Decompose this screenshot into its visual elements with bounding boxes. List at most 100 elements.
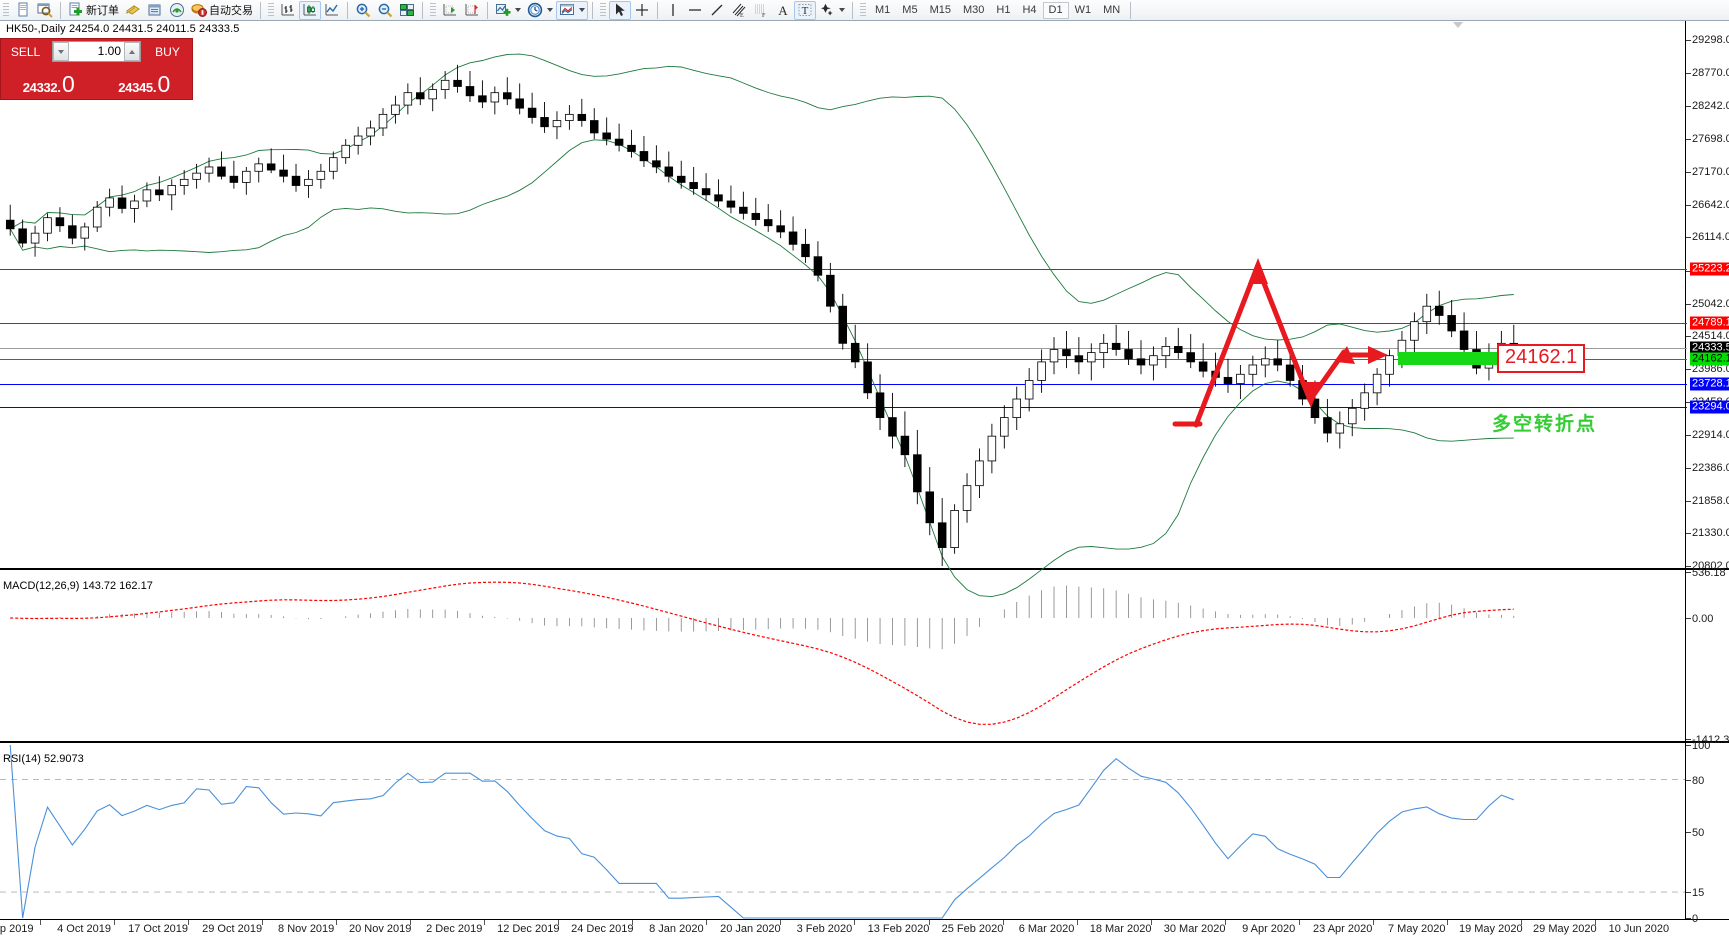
decimal-separator: . — [57, 80, 61, 95]
rsi-indicator-label: RSI(14) 52.9073 — [3, 753, 84, 765]
templates-icon[interactable] — [556, 0, 588, 20]
timeframe-m1[interactable]: M1 — [875, 4, 891, 16]
price-tick — [1686, 72, 1691, 74]
toolbar-grip[interactable] — [430, 2, 436, 18]
price-tick — [1686, 303, 1691, 305]
toolbar-divider — [347, 1, 348, 19]
toolbar-grip[interactable] — [268, 2, 274, 18]
candlestick-chart-icon[interactable] — [299, 0, 321, 20]
sell-button[interactable]: SELL — [10, 44, 41, 59]
sell-price-integer: 24332 — [22, 80, 58, 95]
timeframe-mn[interactable]: MN — [1103, 4, 1121, 16]
current-price-line[interactable] — [0, 348, 1687, 349]
auto-scroll-icon[interactable] — [439, 1, 461, 20]
price-axis-label: 28242.0 — [1692, 99, 1729, 112]
tile-windows-icon[interactable] — [396, 1, 418, 20]
support-line-2[interactable] — [0, 407, 1687, 408]
annotation-chinese-note[interactable]: 多空转折点 — [1492, 414, 1598, 435]
price-level-badge[interactable]: 25223.2 — [1690, 262, 1729, 276]
price-level-badge[interactable]: 23294.0 — [1690, 400, 1729, 414]
highlight-zone[interactable] — [1398, 352, 1501, 365]
trendline-tool-icon[interactable] — [706, 1, 728, 20]
shapes-tool-icon[interactable] — [816, 1, 848, 20]
equidistant-channel-tool-icon[interactable]: E — [728, 1, 750, 20]
autotrading-button[interactable]: 自动交易 — [188, 1, 256, 20]
timeframe-m15[interactable]: M15 — [929, 4, 951, 16]
value-tick — [1686, 572, 1691, 573]
time-axis-line — [0, 919, 1729, 920]
text-tool-icon[interactable]: A — [772, 1, 794, 20]
drawn-arrow-annotations[interactable] — [1172, 258, 1497, 428]
zoom-in-icon[interactable] — [352, 1, 374, 20]
vertical-line-tool-icon[interactable] — [662, 1, 684, 20]
chart-scroll-caret-icon[interactable] — [1453, 22, 1463, 28]
chevron-down-icon[interactable] — [839, 8, 845, 12]
crosshair-tool-icon[interactable] — [631, 1, 653, 20]
chart-shift-icon[interactable] — [461, 1, 483, 20]
price-tick — [1686, 139, 1691, 141]
price-axis-label: 26642.0 — [1692, 198, 1729, 211]
chevron-down-icon[interactable] — [515, 8, 521, 12]
timeframe-h1[interactable]: H1 — [996, 4, 1011, 16]
toolbar-divider — [1130, 1, 1132, 19]
one-click-trading-panel: SELL 1.00 BUY 24332 . 0 24345 . 0 — [0, 38, 193, 100]
chevron-down-icon[interactable] — [579, 8, 585, 12]
timeframe-h4[interactable]: H4 — [1022, 4, 1037, 16]
price-level-badge[interactable]: 24162.1 — [1690, 352, 1729, 366]
price-level-badge[interactable]: 24333.5 — [1690, 341, 1729, 355]
expert-advisors-icon[interactable] — [122, 1, 144, 20]
price-level-badge[interactable]: 23728.1 — [1690, 377, 1729, 391]
volume-input[interactable]: 1.00 — [69, 42, 124, 61]
price-axis-label: 23986.0 — [1692, 362, 1729, 375]
toolbar-grip[interactable] — [860, 2, 866, 18]
volume-increment-button[interactable] — [124, 42, 140, 61]
timeframe-d1[interactable]: D1 — [1042, 1, 1069, 19]
period-icon[interactable] — [524, 1, 556, 20]
timeframe-m30[interactable]: M30 — [962, 4, 985, 16]
volume-decrement-button[interactable] — [53, 42, 69, 61]
navigator-icon[interactable] — [166, 1, 188, 20]
time-axis-label: 8 Jan 2020 — [649, 923, 704, 935]
time-axis-label: 10 Jun 2020 — [1608, 923, 1670, 935]
time-tick — [114, 920, 116, 925]
zoom-out-icon[interactable] — [374, 1, 396, 20]
new-chart-icon[interactable] — [12, 1, 34, 20]
toolbar-grip[interactable] — [3, 2, 9, 18]
horizontal-line-tool-icon[interactable] — [684, 1, 706, 20]
new-order-button[interactable]: 新订单 — [65, 1, 122, 20]
chevron-down-icon[interactable] — [547, 8, 553, 12]
time-axis-label: 13 Feb 2020 — [867, 923, 930, 935]
market-watch-icon[interactable] — [34, 1, 56, 20]
buy-price[interactable]: 24345 . 0 — [97, 64, 191, 98]
annotation-price-box[interactable]: 24162.1 — [1497, 344, 1586, 373]
price-level-badge[interactable]: 24789.1 — [1690, 316, 1729, 330]
fibonacci-tool-icon[interactable]: F — [750, 1, 772, 20]
price-tick — [1686, 270, 1691, 272]
indicators-icon[interactable] — [492, 1, 524, 20]
cursor-tool-icon[interactable] — [609, 0, 631, 20]
price-tick — [1686, 500, 1691, 502]
data-window-icon[interactable] — [144, 1, 166, 20]
macd-signal-line — [10, 581, 1514, 725]
toolbar-grip[interactable] — [600, 2, 606, 18]
price-axis-label: 20802.0 — [1692, 560, 1729, 572]
main-toolbar: 新订单 自动交易 — [0, 0, 1729, 21]
timeframe-w1[interactable]: W1 — [1074, 4, 1092, 16]
line-chart-icon[interactable] — [321, 1, 343, 20]
macd-indicator-label: MACD(12,26,9) 143.72 162.17 — [3, 580, 153, 592]
value-axis-label: -1412.34 — [1692, 734, 1729, 746]
price-axis-label: 27170.0 — [1692, 165, 1729, 178]
time-axis-label: 25 Feb 2020 — [941, 923, 1004, 935]
price-axis-label: 26114.0 — [1692, 231, 1729, 244]
sell-price[interactable]: 24332 . 0 — [2, 64, 96, 98]
time-axis-label: 20 Nov 2019 — [348, 923, 412, 935]
text-label-tool-icon[interactable]: T — [794, 0, 816, 20]
resistance-line-2[interactable] — [0, 323, 1687, 324]
time-tick — [40, 920, 42, 925]
buy-button[interactable]: BUY — [155, 44, 180, 59]
support-line-1[interactable] — [0, 384, 1687, 385]
price-axis-label: 27698.0 — [1692, 133, 1729, 146]
resistance-line-1[interactable] — [0, 269, 1687, 270]
timeframe-m5[interactable]: M5 — [902, 4, 918, 16]
bar-chart-icon[interactable] — [277, 1, 299, 20]
